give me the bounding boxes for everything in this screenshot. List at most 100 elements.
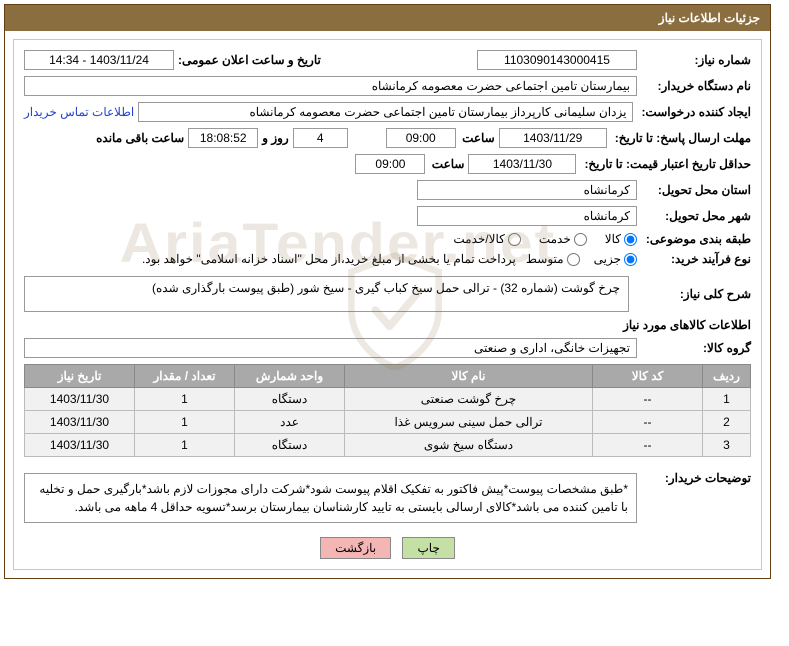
row-need-no: شماره نیاز: 1103090143000415 تاریخ و ساع… [24,50,751,70]
cell-unit: عدد [235,411,345,434]
need-no-label: شماره نیاز: [641,53,751,67]
row-reply-deadline: مهلت ارسال پاسخ: تا تاریخ: 1403/11/29 سا… [24,128,751,148]
row-buyer-notes: توضیحات خریدار: *طبق مشخصات پیوست*پیش فا… [24,465,751,523]
delivery-city-label: شهر محل تحویل: [641,209,751,223]
category-label: طبقه بندی موضوعی: [641,232,751,246]
row-item-group: گروه کالا: تجهیزات خانگی، اداری و صنعتی [24,338,751,358]
cell-qty: 1 [135,434,235,457]
cell-need_date: 1403/11/30 [25,411,135,434]
radio-motavasset-input[interactable] [567,253,580,266]
reply-deadline-time: 09:00 [386,128,456,148]
radio-motavasset[interactable]: متوسط [526,252,580,266]
announce-value: 1403/11/24 - 14:34 [24,50,174,70]
purchase-note: پرداخت تمام یا بخشی از مبلغ خرید،از محل … [24,252,522,266]
delivery-province-label: استان محل تحویل: [641,183,751,197]
radio-khadamat-input[interactable] [574,233,587,246]
panel-body: شماره نیاز: 1103090143000415 تاریخ و ساع… [13,39,762,570]
reply-deadline-label: مهلت ارسال پاسخ: تا تاریخ: [611,131,751,145]
announce-label: تاریخ و ساعت اعلان عمومی: [178,53,321,67]
radio-jozi[interactable]: جزیی [594,252,637,266]
back-button[interactable]: بازگشت [320,537,391,559]
cell-unit: دستگاه [235,388,345,411]
days-left: 4 [293,128,348,148]
radio-kala[interactable]: کالا [605,232,637,246]
panel-title: جزئیات اطلاعات نیاز [659,11,760,25]
category-radio-group: کالا خدمت کالا/خدمت [24,232,637,246]
radio-kalakhadamat-input[interactable] [508,233,521,246]
cell-need_date: 1403/11/30 [25,434,135,457]
row-city: شهر محل تحویل: کرمانشاه [24,206,751,226]
th-code: کد کالا [593,365,703,388]
th-qty: تعداد / مقدار [135,365,235,388]
purchase-type-label: نوع فرآیند خرید: [641,252,751,266]
items-table: ردیف کد کالا نام کالا واحد شمارش تعداد /… [24,364,751,457]
cell-name: ترالی حمل سینی سرویس غذا [345,411,593,434]
radio-kala-label: کالا [605,232,621,246]
buyer-notes-label: توضیحات خریدار: [641,465,751,485]
row-category: طبقه بندی موضوعی: کالا خدمت کالا/خدمت [24,232,751,246]
item-group-value: تجهیزات خانگی، اداری و صنعتی [24,338,637,358]
table-row: 2--ترالی حمل سینی سرویس غذاعدد11403/11/3… [25,411,751,434]
cell-qty: 1 [135,388,235,411]
cell-name: دستگاه سیخ شوی [345,434,593,457]
main-panel: جزئیات اطلاعات نیاز شماره نیاز: 11030901… [4,4,771,579]
table-header-row: ردیف کد کالا نام کالا واحد شمارش تعداد /… [25,365,751,388]
th-row: ردیف [703,365,751,388]
cell-qty: 1 [135,411,235,434]
radio-kala-input[interactable] [624,233,637,246]
print-button[interactable]: چاپ [402,537,454,559]
buyer-org-label: نام دستگاه خریدار: [641,79,751,93]
cell-code: -- [593,434,703,457]
delivery-city-value: کرمانشاه [417,206,637,226]
purchase-type-radio-group: جزیی متوسط [526,252,637,266]
requester-label: ایجاد کننده درخواست: [637,105,751,119]
hour-label-2: ساعت [429,157,464,171]
button-row: چاپ بازگشت [24,529,751,563]
buyer-org-value: بیمارستان تامین اجتماعی حضرت معصومه کرما… [24,76,637,96]
need-no-value: 1103090143000415 [477,50,637,70]
row-province: استان محل تحویل: کرمانشاه [24,180,751,200]
row-quote-valid: حداقل تاریخ اعتبار قیمت: تا تاریخ: 1403/… [24,154,751,174]
radio-jozi-label: جزیی [594,252,621,266]
table-row: 3--دستگاه سیخ شویدستگاه11403/11/30 [25,434,751,457]
row-need-summary: شرح کلی نیاز: چرخ گوشت (شماره 32) - ترال… [24,276,751,312]
radio-kalakhadamat[interactable]: کالا/خدمت [453,232,520,246]
hour-label-1: ساعت [460,131,495,145]
row-requester: ایجاد کننده درخواست: یزدان سلیمانی کارپر… [24,102,751,122]
th-need-date: تاریخ نیاز [25,365,135,388]
quote-valid-time: 09:00 [355,154,425,174]
cell-need_date: 1403/11/30 [25,388,135,411]
table-row: 1--چرخ گوشت صنعتیدستگاه11403/11/30 [25,388,751,411]
quote-valid-date: 1403/11/30 [468,154,576,174]
cell-code: -- [593,411,703,434]
radio-khadamat[interactable]: خدمت [539,232,587,246]
th-unit: واحد شمارش [235,365,345,388]
panel-header: جزئیات اطلاعات نیاز [5,5,770,31]
time-left-label: ساعت باقی مانده [96,131,184,145]
cell-name: چرخ گوشت صنعتی [345,388,593,411]
radio-khadamat-label: خدمت [539,232,571,246]
quote-valid-label: حداقل تاریخ اعتبار قیمت: تا تاریخ: [580,157,751,171]
cell-row: 1 [703,388,751,411]
items-section-label: اطلاعات کالاهای مورد نیاز [24,318,751,332]
radio-jozi-input[interactable] [624,253,637,266]
item-group-label: گروه کالا: [641,341,751,355]
radio-kalakhadamat-label: کالا/خدمت [453,232,504,246]
buyer-contact-link[interactable]: اطلاعات تماس خریدار [24,105,134,119]
cell-row: 3 [703,434,751,457]
cell-row: 2 [703,411,751,434]
row-buyer-org: نام دستگاه خریدار: بیمارستان تامین اجتما… [24,76,751,96]
reply-deadline-date: 1403/11/29 [499,128,607,148]
buyer-notes-value: *طبق مشخصات پیوست*پیش فاکتور به تفکیک اق… [24,473,637,523]
cell-unit: دستگاه [235,434,345,457]
th-name: نام کالا [345,365,593,388]
cell-code: -- [593,388,703,411]
delivery-province-value: کرمانشاه [417,180,637,200]
days-and-label: روز و [262,131,289,145]
row-purchase-type: نوع فرآیند خرید: جزیی متوسط پرداخت تمام … [24,252,751,266]
need-summary-label: شرح کلی نیاز: [641,287,751,301]
requester-value: یزدان سلیمانی کارپرداز بیمارستان تامین ا… [138,102,633,122]
need-summary-value: چرخ گوشت (شماره 32) - ترالی حمل سیخ کباب… [24,276,629,312]
radio-motavasset-label: متوسط [526,252,564,266]
time-left: 18:08:52 [188,128,258,148]
